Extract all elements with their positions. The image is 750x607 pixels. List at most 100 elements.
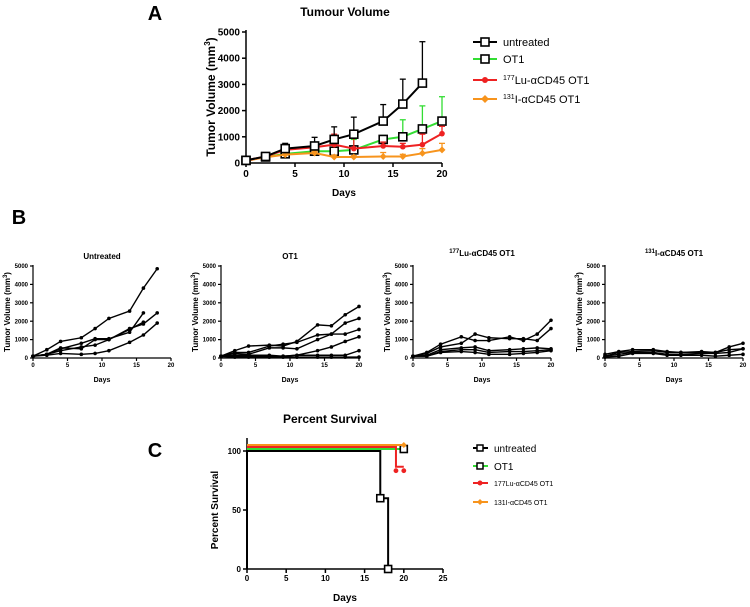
- chart-b3-point: [459, 335, 464, 339]
- chart-b3-point: [549, 326, 553, 331]
- chart-b4-individual-line: [604, 348, 744, 357]
- chart-b4-y-tick-label: 2000: [587, 319, 601, 325]
- chart-b1-point: [127, 330, 132, 335]
- chart-b4-point: [741, 352, 745, 357]
- chart-b1-point: [107, 337, 111, 342]
- chart-b2-x-tick-label: 10: [287, 363, 294, 369]
- chart-b3-point: [535, 350, 539, 355]
- chart-b1-y-tick-label: 2000: [15, 319, 29, 325]
- chart-b1-x-tick-label: 5: [66, 363, 70, 369]
- chart-b3-point: [459, 349, 464, 354]
- chart-b1-y-tick-label: 4000: [15, 283, 29, 289]
- chart-c-legend: untreated OT1 177Lu-αCD45 OT1 131I-αCD45…: [473, 444, 553, 507]
- chart-b3-point: [507, 352, 512, 357]
- square-marker-icon: [480, 37, 490, 47]
- chart-c-title: Percent Survival: [283, 412, 377, 426]
- chart-b4-x-tick-label: 15: [705, 363, 712, 369]
- chart-b2-y-tick-label: 0: [213, 356, 217, 362]
- chart-a-y-tick-label: 0: [234, 159, 240, 170]
- chart-b4-ylabel: Tumor Volume (mm3): [575, 272, 584, 352]
- chart-b4-y-tick-label: 0: [597, 356, 601, 362]
- panel-letter-b: B: [12, 207, 26, 229]
- chart-a-point-iodine: [311, 149, 319, 157]
- chart-b3-ylabel: Tumor Volume (mm3): [383, 272, 392, 352]
- chart-a-point-untreated: [329, 134, 340, 145]
- svg-text:177Lu-αCD45 OT1: 177Lu-αCD45 OT1: [503, 75, 590, 87]
- chart-c-point-iodine: [400, 442, 407, 448]
- chart-b1-point: [127, 340, 132, 345]
- legend-item-ot1: OT1: [473, 54, 524, 66]
- chart-b3-y-tick-label: 2000: [395, 319, 409, 325]
- chart-b4-x-tick-label: 0: [603, 363, 607, 369]
- square-marker-icon: [480, 54, 490, 64]
- chart-c-xlabel: Days: [333, 593, 357, 604]
- chart-b1-y-tick-label: 0: [25, 356, 29, 362]
- legend-item-iodine: 131I-αCD45 OT1: [473, 94, 580, 106]
- chart-b1-y-tick-label: 5000: [15, 264, 29, 270]
- chart-b1-individual-line: [32, 321, 144, 357]
- chart-c-step-untreated: [246, 450, 390, 569]
- chart-b3-point: [487, 335, 491, 340]
- chart-b3-y-tick-label: 5000: [395, 264, 409, 270]
- chart-b4-point: [713, 351, 718, 356]
- legend-item-iodine: 131I-αCD45 OT1: [473, 499, 548, 507]
- chart-c-ylabel: Percent Survival: [210, 471, 221, 550]
- chart-a-point-iodine: [350, 153, 358, 161]
- chart-b1-point: [155, 311, 159, 315]
- panel-letter-a: A: [148, 3, 162, 25]
- diamond-marker-icon: [481, 95, 489, 103]
- chart-b1-point: [141, 320, 146, 324]
- chart-b4-x-tick-label: 20: [740, 363, 747, 369]
- chart-b1-point: [127, 309, 132, 313]
- chart-a-point-lu: [351, 145, 357, 152]
- circle-marker-icon: [482, 77, 488, 83]
- chart-a-point-untreated: [397, 99, 408, 109]
- chart-b2-point: [315, 323, 320, 327]
- chart-b2-point: [357, 335, 361, 339]
- chart-b4-point: [617, 354, 621, 358]
- chart-c-y-tick-label: 0: [237, 565, 242, 574]
- chart-b3-point: [521, 347, 526, 351]
- chart-a-x-tick-label: 0: [243, 169, 249, 180]
- chart-b3-point: [438, 350, 443, 355]
- chart-b2-xlabel: Days: [282, 377, 299, 384]
- chart-b2-y-tick-label: 5000: [203, 264, 217, 270]
- chart-b2-point: [219, 354, 223, 359]
- chart-b1-point: [93, 343, 97, 347]
- chart-b4-y-tick-label: 1000: [587, 338, 601, 344]
- chart-b2-point: [357, 348, 361, 353]
- chart-b3-point: [507, 336, 512, 341]
- chart-b2-point: [357, 327, 361, 332]
- chart-b2-point: [343, 321, 348, 325]
- chart-b1-point: [107, 348, 111, 353]
- chart-b1-point: [45, 353, 49, 358]
- chart-a-point-untreated: [309, 141, 320, 151]
- chart-b3-point: [473, 347, 477, 352]
- chart-c-x-tick-label: 10: [321, 574, 330, 583]
- chart-b1-x-tick-label: 0: [31, 363, 35, 369]
- chart-a-x-tick-label: 15: [387, 169, 399, 180]
- svg-text:177Lu-αCD45 OT1: 177Lu-αCD45 OT1: [494, 481, 553, 488]
- svg-text:untreated: untreated: [494, 444, 536, 455]
- chart-b1-title: Untreated: [83, 252, 120, 261]
- chart-a-point-untreated: [260, 151, 271, 162]
- chart-a-point-untreated: [378, 116, 389, 126]
- legend-item-untreated: untreated: [473, 37, 549, 49]
- chart-b2-point: [343, 355, 348, 359]
- chart-b1-point: [45, 347, 49, 352]
- chart-b4-title: 131I-αCD45 OT1: [645, 249, 704, 258]
- legend-item-ot1: OT1: [473, 462, 514, 473]
- chart-a-point-lu: [439, 130, 445, 137]
- chart-b1-point: [58, 348, 63, 353]
- chart-b2-point: [233, 355, 237, 359]
- chart-b1-point: [79, 341, 84, 346]
- chart-b2-point: [246, 344, 251, 348]
- chart-b1-point: [155, 321, 159, 325]
- chart-a-title: Tumour Volume: [300, 5, 390, 19]
- chart-c-point-lu: [401, 468, 407, 474]
- chart-b2-y-tick-label: 1000: [203, 338, 217, 344]
- chart-b2-ylabel: Tumor Volume (mm3): [191, 272, 200, 352]
- chart-a-point-iodine: [330, 153, 338, 161]
- chart-b4-point: [665, 353, 669, 358]
- square-marker-icon: [476, 444, 484, 452]
